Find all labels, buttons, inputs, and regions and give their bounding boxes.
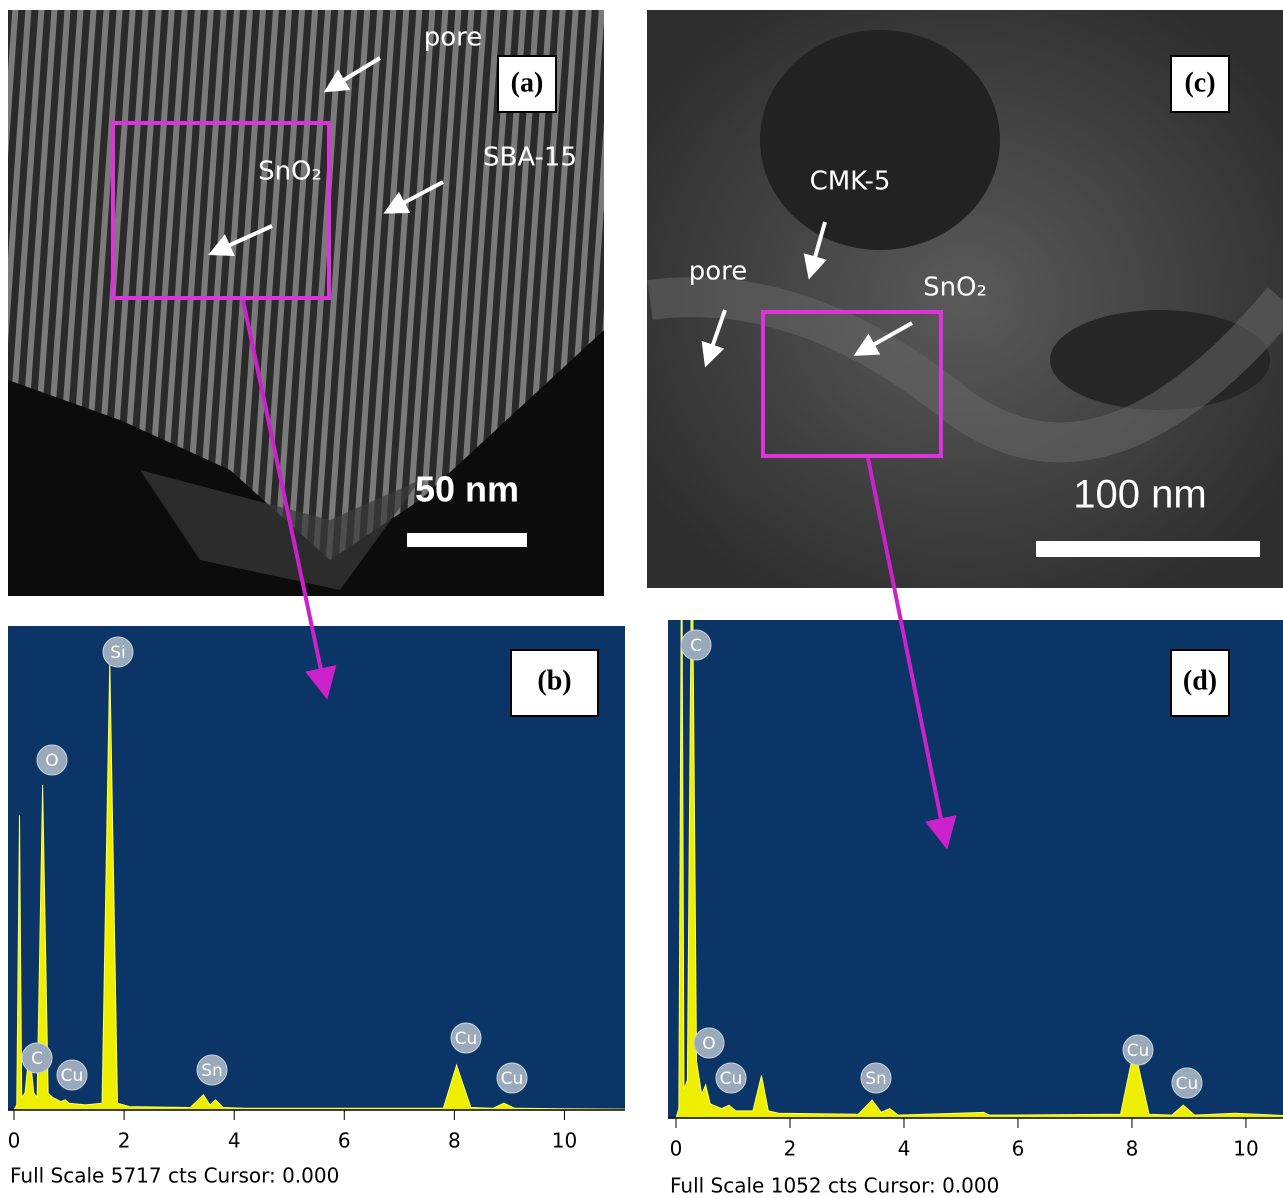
panel-label: (b) (537, 665, 571, 696)
spectrum-panel: 0 2 4 6 8 10 C Cu Si O Sn Cu Cu (b) Full Scale 5717 ct… (8, 626, 625, 1188)
peak-label: Cu (1176, 1074, 1199, 1094)
x-tick-label: 4 (228, 1129, 241, 1153)
peak-label: Sn (865, 1069, 887, 1089)
peak-label: Cu (501, 1069, 524, 1089)
panel-label: (d) (1183, 665, 1217, 696)
panel-label: (c) (1184, 67, 1215, 98)
image-a: pore SnO₂ SBA-15 (a) 50 nm (8, 10, 604, 596)
x-tick-label: 2 (118, 1129, 131, 1153)
peak-label: C (690, 636, 702, 656)
x-tick-label: 6 (338, 1129, 351, 1153)
annotation: CMK-5 (810, 167, 891, 197)
annotation: pore (689, 257, 748, 287)
figure: pore SnO₂ SBA-15 (a) 50 nm CMK-5 pore Sn… (0, 0, 1283, 1198)
image-c: CMK-5 pore SnO₂ (c) 100 nm (647, 10, 1283, 588)
panel-label: (a) (511, 67, 544, 98)
x-tick-label: 10 (1233, 1137, 1258, 1161)
annotation: SBA-15 (483, 143, 577, 173)
peak-label: Cu (455, 1029, 478, 1049)
annotation: pore (424, 23, 483, 53)
x-tick-label: 0 (670, 1137, 683, 1161)
x-tick-label: 10 (552, 1129, 577, 1153)
x-tick-label: 8 (448, 1129, 461, 1153)
scale-bar-label: 50 nm (415, 469, 519, 510)
annotation: SnO₂ (923, 273, 987, 303)
x-tick-label: 4 (898, 1137, 911, 1161)
x-tick-label: 0 (8, 1129, 21, 1153)
footer: Full Scale 5717 cts Cursor: 0.000 (10, 1164, 339, 1188)
peak-label: O (45, 751, 58, 771)
peak-label: Cu (720, 1069, 743, 1089)
x-tick-label: 8 (1126, 1137, 1139, 1161)
peak-label: O (702, 1034, 715, 1054)
peak-label: Si (110, 643, 126, 663)
peak-label: C (31, 1049, 43, 1069)
footer: Full Scale 1052 cts Cursor: 0.000 (670, 1174, 999, 1198)
peak-label: Cu (1127, 1041, 1150, 1061)
peak-label: Sn (201, 1061, 223, 1081)
x-tick-label: 6 (1012, 1137, 1025, 1161)
peak-label: Cu (61, 1066, 84, 1086)
x-tick-label: 2 (784, 1137, 797, 1161)
annotation: SnO₂ (258, 157, 322, 187)
scale-bar-label: 100 nm (1073, 473, 1206, 517)
